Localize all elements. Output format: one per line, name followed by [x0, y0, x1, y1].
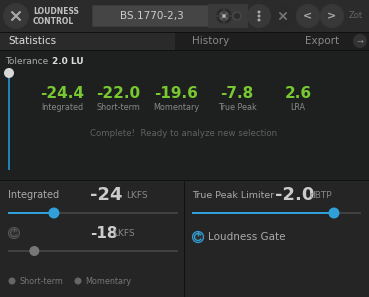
Text: -24.4: -24.4: [40, 86, 84, 100]
Circle shape: [222, 14, 226, 18]
Circle shape: [320, 4, 344, 28]
Circle shape: [3, 3, 29, 29]
Text: -19.6: -19.6: [154, 86, 198, 100]
Circle shape: [232, 11, 242, 21]
Text: Short-term: Short-term: [19, 277, 63, 285]
Circle shape: [234, 13, 240, 19]
Circle shape: [4, 68, 14, 78]
Text: -2.0: -2.0: [275, 186, 314, 204]
Circle shape: [353, 34, 367, 48]
Text: True Peak: True Peak: [218, 103, 256, 113]
Text: LKFS: LKFS: [126, 192, 148, 200]
Text: -18: -18: [90, 225, 117, 241]
Bar: [184, 181, 185, 297]
Text: dBTP: dBTP: [309, 192, 332, 200]
Text: LRA: LRA: [290, 103, 306, 113]
Bar: [192, 212, 334, 214]
Text: Export: Export: [305, 36, 339, 46]
Circle shape: [247, 4, 271, 28]
Circle shape: [8, 228, 20, 238]
Text: Complete!  Ready to analyze new selection: Complete! Ready to analyze new selection: [90, 129, 277, 138]
Circle shape: [258, 15, 261, 18]
Text: -24: -24: [90, 186, 123, 204]
Bar: [192, 212, 361, 214]
Circle shape: [219, 11, 229, 21]
Bar: [8, 212, 54, 214]
Text: Integrated: Integrated: [8, 190, 59, 200]
Text: 2.6: 2.6: [284, 86, 311, 100]
Text: CONTROL: CONTROL: [33, 18, 74, 26]
Text: BS.1770-2,3: BS.1770-2,3: [120, 11, 184, 21]
Text: Momentary: Momentary: [85, 277, 131, 285]
Circle shape: [193, 231, 203, 242]
Circle shape: [258, 18, 261, 21]
Text: Short-term: Short-term: [96, 103, 140, 113]
Text: >: >: [327, 11, 337, 21]
Bar: [0, 180, 369, 181]
Circle shape: [216, 8, 232, 24]
Bar: [0, 181, 369, 297]
Circle shape: [30, 246, 39, 256]
Circle shape: [258, 10, 261, 13]
Bar: [8, 212, 178, 214]
Circle shape: [271, 4, 295, 28]
Circle shape: [8, 277, 15, 285]
Text: -22.0: -22.0: [96, 86, 140, 100]
Text: <: <: [303, 11, 313, 21]
Bar: [0, 32, 369, 50]
Text: →: →: [356, 37, 363, 45]
Bar: [0, 50, 369, 51]
Text: Integrated: Integrated: [41, 103, 83, 113]
Bar: [92, 5, 212, 27]
Bar: [8, 250, 178, 252]
Bar: [8, 73, 10, 170]
Bar: [208, 4, 248, 28]
Bar: [216, 15, 232, 17]
Text: Tolerance: Tolerance: [5, 56, 48, 66]
Text: Momentary: Momentary: [153, 103, 199, 113]
Bar: [0, 32, 369, 33]
Text: LOUDNESS: LOUDNESS: [33, 7, 79, 17]
Text: LKFS: LKFS: [113, 230, 135, 238]
Text: -7.8: -7.8: [220, 86, 254, 100]
Bar: [223, 8, 225, 24]
Bar: [93, 6, 211, 26]
Circle shape: [75, 277, 82, 285]
Text: Statistics: Statistics: [8, 36, 56, 46]
Text: History: History: [192, 36, 229, 46]
Text: 2.0 LU: 2.0 LU: [52, 56, 84, 66]
Bar: [0, 32, 175, 50]
Text: True Peak Limiter: True Peak Limiter: [192, 190, 274, 200]
Text: Zot: Zot: [349, 12, 363, 20]
Circle shape: [48, 208, 59, 219]
Bar: [0, 0, 369, 32]
Circle shape: [328, 208, 339, 219]
Bar: [0, 51, 369, 180]
Circle shape: [296, 4, 320, 28]
Text: Loudness Gate: Loudness Gate: [208, 232, 286, 242]
